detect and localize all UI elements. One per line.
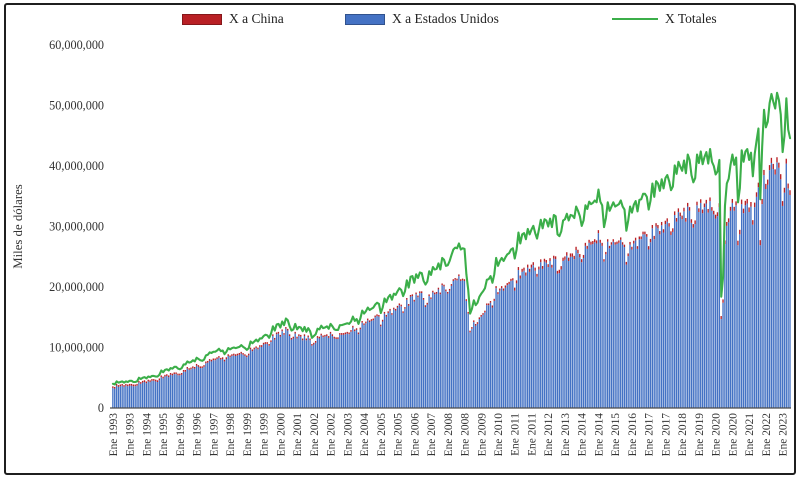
x-axis-tick-label: Ene 2013 (560, 413, 572, 457)
totals-line (111, 91, 792, 386)
x-axis-tick-label: Ene 2016 (627, 413, 639, 457)
x-axis-tick-label: Ene 2003 (342, 413, 354, 457)
legend-item-totales: X Totales (612, 8, 717, 30)
x-axis-tick-label: Ene 2022 (761, 413, 773, 457)
x-axis-tick-label: Ene 2007 (426, 413, 438, 457)
legend-item-china: X a China (182, 8, 284, 30)
x-axis-tick-label: Ene 2004 (359, 413, 371, 457)
x-axis-tick-label: Ene 2011 (527, 413, 539, 456)
x-axis-tick-label: Ene 2002 (326, 413, 338, 457)
y-axis-tick-labels: 0 10,000,000 20,000,000 30,000,000 40,000,00… (49, 38, 104, 415)
x-axis-tick-labels: Ene 1993 Ene 1993 Ene 1994 Ene 1995 Ene 1996… (108, 413, 790, 457)
x-axis-tick-label: Ene 2012 (543, 413, 555, 457)
x-axis-tick-label: Ene 2018 (677, 413, 689, 457)
x-axis-tick-label: Ene 2014 (594, 413, 606, 457)
y-axis-tick-label: 50,000,000 (49, 99, 104, 113)
x-axis-tick-label: Ene 1996 (192, 413, 204, 457)
x-axis-tick-label: Ene 2019 (694, 413, 706, 457)
x-axis-tick-label: Ene 2015 (610, 413, 622, 457)
x-axis-tick-label: Ene 2005 (376, 413, 388, 457)
x-axis-tick-label: Ene 2006 (409, 413, 421, 457)
china-bar-swatch-icon (182, 13, 222, 25)
y-axis-title: Miles de dólares (11, 184, 25, 269)
x-axis-tick-label: Ene 1998 (225, 413, 237, 457)
x-axis-tick-label: Ene 2010 (493, 413, 505, 457)
x-axis-tick-label: Ene 2023 (778, 413, 790, 457)
x-axis-tick-label: Ene 2011 (510, 413, 522, 456)
x-axis-tick-label: Ene 2008 (443, 413, 455, 457)
y-axis-tick-label: 0 (98, 401, 104, 415)
x-axis-tick-label: Ene 1995 (158, 413, 170, 457)
x-axis-tick-label: Ene 1997 (208, 413, 220, 457)
x-axis-tick-label: Ene 2002 (309, 413, 321, 457)
x-axis-tick-label: Ene 2020 (711, 413, 723, 457)
us-bars-layer (112, 162, 791, 409)
x-axis-tick-label: Ene 2017 (660, 413, 672, 457)
legend-label-estados-unidos: X a Estados Unidos (392, 11, 499, 26)
x-axis-tick-label: Ene 1993 (125, 413, 137, 457)
x-axis-tick-label: Ene 1996 (175, 413, 187, 457)
chart-legend: X a China X a Estados Unidos X Totales (0, 8, 800, 30)
y-axis-tick-label: 30,000,000 (49, 220, 104, 234)
legend-label-china: X a China (229, 11, 284, 26)
x-axis-tick-label: Ene 2020 (727, 413, 739, 457)
x-axis-tick-label: Ene 1993 (108, 413, 120, 457)
totals-line-swatch-icon (612, 18, 658, 20)
x-axis-tick-label: Ene 2014 (577, 413, 589, 457)
y-axis-tick-label: 20,000,000 (49, 280, 104, 294)
legend-label-totales: X Totales (665, 11, 717, 26)
x-axis-tick-label: Ene 2005 (393, 413, 405, 457)
x-axis-tick-label: Ene 1994 (141, 413, 153, 457)
y-axis-tick-label: 60,000,000 (49, 38, 104, 52)
y-axis-tick-label: 10,000,000 (49, 341, 104, 355)
x-axis-tick-label: Ene 2001 (292, 413, 304, 457)
x-axis-tick-label: Ene 1999 (242, 413, 254, 457)
us-bar-swatch-icon (345, 13, 385, 25)
x-axis-tick-label: Ene 2021 (744, 413, 756, 457)
legend-item-estados-unidos: X a Estados Unidos (345, 8, 499, 30)
x-axis-tick-label: Ene 2000 (275, 413, 287, 457)
x-axis-tick-label: Ene 2017 (644, 413, 656, 457)
x-axis-tick-label: Ene 2008 (460, 413, 472, 457)
x-axis-tick-label: Ene 1999 (259, 413, 271, 457)
x-axis-tick-label: Ene 2009 (476, 413, 488, 457)
y-axis-tick-label: 40,000,000 (49, 159, 104, 173)
china-bars-layer (112, 157, 791, 389)
